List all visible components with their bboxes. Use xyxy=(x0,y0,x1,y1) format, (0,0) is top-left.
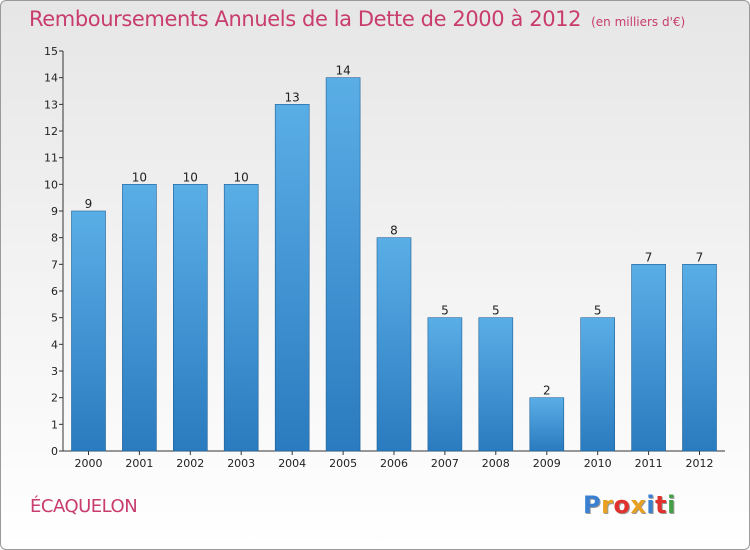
bar xyxy=(529,397,565,452)
y-tick-label: 7 xyxy=(51,258,58,271)
logo-letter: x xyxy=(630,491,647,519)
bar xyxy=(223,184,259,452)
x-tick-label: 2012 xyxy=(686,457,714,470)
logo-letter: o xyxy=(613,491,631,519)
x-tick-label: 2000 xyxy=(75,457,103,470)
x-tick-label: 2002 xyxy=(176,457,204,470)
commune-name: ÉCAQUELON xyxy=(30,496,138,517)
data-label: 13 xyxy=(285,90,300,104)
logo-letter: t xyxy=(655,491,668,519)
y-tick-label: 15 xyxy=(44,45,58,58)
bar xyxy=(427,317,463,452)
x-tick-label: 2005 xyxy=(329,457,357,470)
chart-title-text: Remboursements Annuels de la Dette de 20… xyxy=(29,7,582,31)
y-tick-label: 10 xyxy=(44,178,58,191)
logo-letter: P xyxy=(583,491,602,519)
bar xyxy=(71,210,106,452)
data-label: 10 xyxy=(132,170,147,184)
data-label: 7 xyxy=(696,250,704,264)
bars xyxy=(71,77,717,452)
y-tick-label: 0 xyxy=(51,445,58,458)
chart-subtitle: (en milliers d'€) xyxy=(591,15,686,29)
data-label: 10 xyxy=(234,170,249,184)
y-tick-label: 14 xyxy=(44,72,58,85)
bar xyxy=(580,317,616,452)
y-tick-label: 4 xyxy=(51,338,58,351)
proxiti-logo[interactable]: Proxiti xyxy=(583,491,676,519)
logo-letter: i xyxy=(646,491,656,519)
x-tick-label: 2008 xyxy=(482,457,510,470)
bar xyxy=(682,263,717,452)
x-tick-label: 2006 xyxy=(380,457,408,470)
data-label: 2 xyxy=(543,384,551,398)
y-tick-label: 13 xyxy=(44,98,58,111)
y-tick-label: 3 xyxy=(51,365,58,378)
data-label: 9 xyxy=(85,197,93,211)
bar xyxy=(122,184,157,452)
bar xyxy=(478,317,514,452)
y-tick-label: 11 xyxy=(44,152,58,165)
data-label: 8 xyxy=(390,224,398,238)
bar xyxy=(631,263,666,452)
x-tick-label: 2009 xyxy=(533,457,561,470)
y-tick-label: 5 xyxy=(51,312,58,325)
bar xyxy=(376,237,412,452)
x-tick-label: 2004 xyxy=(278,457,306,470)
x-tick-label: 2007 xyxy=(431,457,459,470)
chart-title: Remboursements Annuels de la Dette de 20… xyxy=(29,7,685,31)
y-tick-label: 12 xyxy=(44,125,58,138)
x-tick-label: 2001 xyxy=(125,457,153,470)
x-tick-label: 2003 xyxy=(227,457,255,470)
labels: 9 2000 10 2001 10 2002 10 2003 13 2004 14 2005 8 2006… xyxy=(75,64,714,470)
bar xyxy=(325,77,361,452)
bar xyxy=(173,184,208,452)
data-label: 5 xyxy=(492,304,500,318)
bar xyxy=(274,104,310,452)
y-tick-label: 1 xyxy=(51,418,58,431)
data-label: 5 xyxy=(594,304,602,318)
data-label: 10 xyxy=(183,170,198,184)
logo-letter: r xyxy=(601,491,614,519)
y-tick-label: 9 xyxy=(51,205,58,218)
y-tick-label: 6 xyxy=(51,285,58,298)
y-tick-label: 8 xyxy=(51,232,58,245)
x-tick-label: 2011 xyxy=(635,457,663,470)
data-label: 5 xyxy=(441,304,449,318)
y-tick-label: 2 xyxy=(51,392,58,405)
x-tick-label: 2010 xyxy=(584,457,612,470)
logo-letter: i xyxy=(667,491,676,519)
data-label: 7 xyxy=(645,250,653,264)
data-label: 14 xyxy=(335,64,350,78)
